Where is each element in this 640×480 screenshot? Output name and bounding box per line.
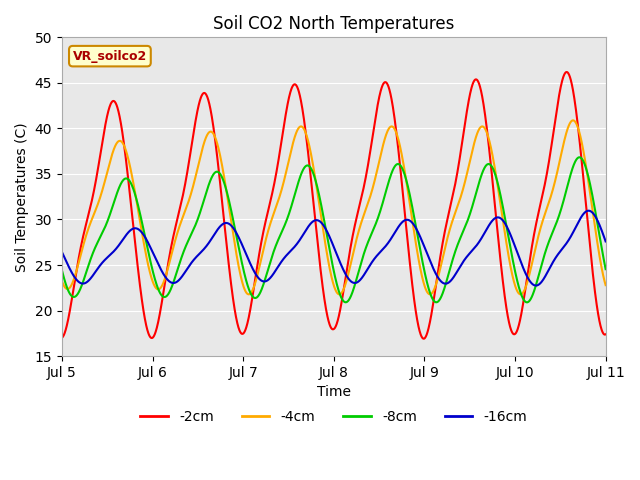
- -4cm: [86, 222, 93, 228]
- Title: Soil CO2 North Temperatures: Soil CO2 North Temperatures: [213, 15, 454, 33]
- -2cm: [563, 69, 571, 75]
- -2cm: [602, 332, 609, 337]
- -8cm: [586, 181, 594, 187]
- -16cm: [586, 208, 594, 214]
- -16cm: [58, 249, 66, 255]
- -16cm: [586, 208, 594, 214]
- -8cm: [486, 162, 494, 168]
- -16cm: [486, 221, 494, 227]
- -4cm: [486, 141, 494, 146]
- -2cm: [58, 335, 66, 341]
- -4cm: [586, 192, 594, 198]
- -2cm: [86, 207, 93, 213]
- Y-axis label: Soil Temperatures (C): Soil Temperatures (C): [15, 122, 29, 272]
- -4cm: [58, 278, 66, 284]
- -16cm: [86, 276, 93, 282]
- -8cm: [586, 183, 594, 189]
- -8cm: [523, 300, 531, 305]
- -16cm: [323, 227, 330, 233]
- -16cm: [602, 239, 609, 244]
- -2cm: [486, 156, 494, 162]
- X-axis label: Time: Time: [317, 385, 351, 399]
- -4cm: [569, 118, 577, 123]
- -2cm: [308, 185, 316, 191]
- -4cm: [586, 191, 594, 196]
- -8cm: [308, 167, 316, 173]
- Text: VR_soilco2: VR_soilco2: [73, 49, 147, 63]
- -8cm: [58, 267, 66, 273]
- Line: -2cm: -2cm: [62, 72, 605, 339]
- -8cm: [575, 155, 583, 160]
- -2cm: [586, 248, 594, 253]
- -8cm: [86, 259, 93, 265]
- Line: -16cm: -16cm: [62, 211, 605, 286]
- -16cm: [308, 219, 316, 225]
- -2cm: [420, 336, 428, 342]
- -4cm: [516, 291, 524, 297]
- Legend: -2cm, -4cm, -8cm, -16cm: -2cm, -4cm, -8cm, -16cm: [134, 405, 533, 430]
- -2cm: [323, 308, 330, 313]
- -2cm: [586, 245, 594, 251]
- -4cm: [323, 247, 330, 252]
- -8cm: [323, 229, 330, 235]
- Line: -8cm: -8cm: [62, 157, 605, 302]
- -16cm: [585, 208, 593, 214]
- -8cm: [602, 266, 609, 272]
- -16cm: [532, 283, 540, 288]
- Line: -4cm: -4cm: [62, 120, 605, 294]
- -4cm: [308, 156, 316, 161]
- -4cm: [602, 282, 609, 288]
